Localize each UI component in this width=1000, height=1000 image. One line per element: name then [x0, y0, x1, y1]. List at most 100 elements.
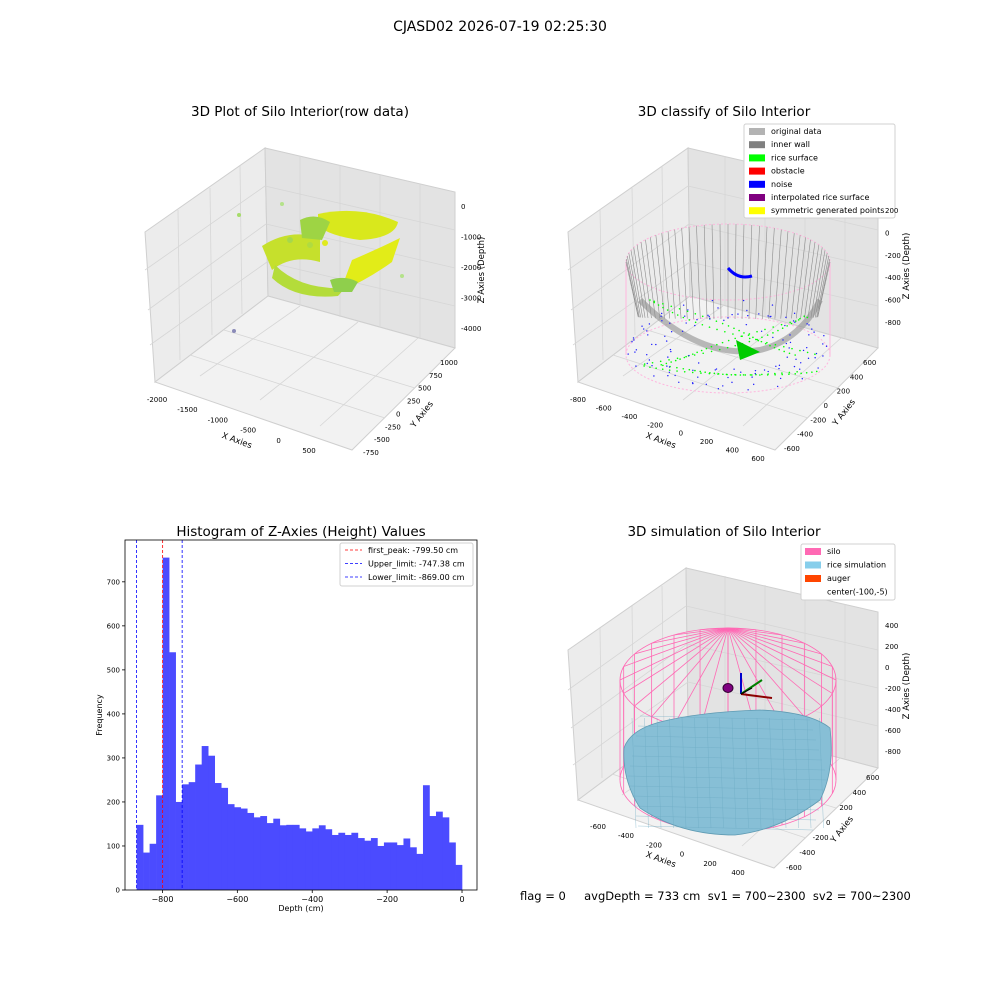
histogram-x-ticks: −800 −600 −400 −200 0	[151, 890, 465, 904]
histogram-bar	[305, 831, 313, 890]
simulation-legend: silo rice simulation auger center(-100,-5)	[800, 543, 896, 601]
simulation-legend-swatch	[805, 575, 821, 582]
histogram-bar	[338, 832, 346, 890]
simulation-x-axis-label: X Axies	[644, 850, 677, 870]
histogram-bar	[403, 838, 411, 890]
histogram-bar	[136, 824, 144, 890]
auger-marker	[722, 673, 773, 699]
simulation-legend-label: center(-100,-5)	[827, 588, 888, 597]
histogram-title: Histogram of Z-Axies (Height) Values	[176, 524, 425, 540]
histogram-bar	[396, 845, 404, 890]
classify-x-tick: -600	[596, 404, 612, 412]
raw-x-tick: 500	[302, 447, 315, 455]
histogram-bar	[344, 834, 352, 890]
classify-legend-label: rice surface	[771, 153, 818, 162]
histogram-legend-label: Lower_limit: -869.00 cm	[368, 573, 465, 582]
histogram-bar	[247, 812, 255, 890]
classify-y-tick: -200	[810, 416, 826, 424]
classify-x-ticks: -800 -600 -400 -200 0 200 400 600	[570, 396, 765, 463]
simulation-x-tick: 0	[680, 851, 684, 859]
histogram-bar	[390, 842, 398, 890]
histogram-bar	[442, 817, 450, 890]
simulation-z-axis-label: Z Axies (Depth)	[902, 653, 912, 720]
classify-y-tick: 600	[863, 359, 876, 367]
histogram-bar	[416, 853, 424, 890]
classify-y-axis-label: Y Axies	[830, 397, 858, 429]
simulation-x-tick: -400	[618, 832, 634, 840]
histogram-y-tick-label: 500	[107, 666, 120, 674]
simulation-z-ticks: 400 200 0 -200 -400 -600 -800	[885, 622, 901, 756]
classify-z-tick: -400	[885, 274, 901, 282]
histogram-bar	[370, 838, 378, 890]
histogram-bar	[260, 816, 268, 890]
raw-x-tick: -1000	[208, 416, 228, 424]
simulation-y-tick: 400	[853, 789, 866, 797]
simulation-y-tick: -600	[786, 864, 802, 872]
raw-y-tick: 0	[396, 410, 400, 418]
classify-legend-swatch	[749, 180, 765, 188]
raw-z-tick: 0	[461, 203, 465, 211]
classify-x-tick: 400	[726, 447, 739, 455]
simulation-x-tick: -600	[590, 823, 606, 831]
histogram-x-axis-label: Depth (cm)	[278, 904, 323, 913]
histogram-y-ticks: 0 100 200 300 400 500 600 700	[107, 578, 125, 895]
simulation-z-tick: 400	[885, 622, 898, 630]
classify-legend: original data inner wall rice surface obsta…	[743, 123, 896, 219]
classify-legend-swatch	[749, 167, 765, 175]
classify-legend-label: noise	[771, 180, 792, 189]
histogram-bar	[449, 842, 456, 890]
simulation-x-tick: 200	[703, 860, 716, 868]
histogram-bar	[351, 832, 359, 890]
classify-plot-title: 3D classify of Silo Interior	[638, 104, 811, 120]
classify-legend-label: obstacle	[771, 167, 805, 176]
raw-z-axis-label: Z Axies (Depth)	[477, 237, 487, 304]
classify-legend-label: interpolated rice surface	[771, 193, 869, 202]
histogram-bar	[429, 816, 437, 890]
histogram-y-tick-label: 0	[116, 887, 120, 895]
histogram-bar	[143, 852, 150, 890]
histogram-bar	[357, 838, 365, 890]
classify-x-tick: 600	[751, 455, 764, 463]
histogram-bar	[221, 787, 229, 890]
simulation-z-tick: -400	[885, 706, 901, 714]
histogram-y-axis-label: Frequency	[95, 694, 104, 736]
histogram-bar	[409, 847, 417, 890]
classify-y-tick: -400	[797, 431, 813, 439]
histogram-bar	[149, 843, 157, 890]
histogram-y-tick-label: 600	[107, 622, 120, 630]
raw-z-tick: -1000	[461, 234, 481, 242]
histogram-bar	[182, 784, 189, 890]
classify-3d-plot: 3D classify of Silo Interior original da…	[567, 104, 912, 463]
histogram-reference-lines	[136, 540, 183, 890]
raw-x-tick: 0	[276, 437, 280, 445]
classify-x-tick: -800	[570, 396, 586, 404]
classify-x-tick: 0	[679, 430, 683, 438]
simulation-z-tick: -800	[885, 748, 901, 756]
histogram-bar	[234, 807, 242, 890]
classify-z-ticks: 200 0 -200 -400 -600 -800	[885, 207, 901, 327]
simulation-legend-swatch	[805, 561, 821, 569]
histogram-bar	[156, 795, 163, 890]
rice-simulation-surface	[623, 709, 832, 836]
raw-y-tick: 1000	[440, 359, 458, 367]
simulation-legend-swatch	[805, 548, 821, 555]
histogram-x-tick-label: −200	[376, 895, 398, 904]
histogram-bar	[169, 652, 176, 890]
simulation-y-axis-label: Y Axies	[828, 814, 856, 846]
histogram-x-tick-label: −600	[226, 895, 248, 904]
raw-y-tick: -750	[363, 449, 379, 457]
classify-legend-label: original data	[771, 127, 822, 136]
histogram-legend-label: first_peak: -799.50 cm	[368, 546, 458, 555]
classify-y-tick: -600	[784, 445, 800, 453]
classify-legend-swatch	[749, 194, 765, 201]
rice-simulation-mesh	[627, 715, 829, 831]
classify-z-tick: 200	[885, 207, 898, 215]
simulation-legend-label: rice simulation	[827, 561, 886, 570]
raw-x-tick: -2000	[147, 396, 167, 404]
histogram-bar	[383, 842, 391, 890]
histogram-bar	[377, 845, 385, 890]
simulation-z-tick: -600	[885, 727, 901, 735]
